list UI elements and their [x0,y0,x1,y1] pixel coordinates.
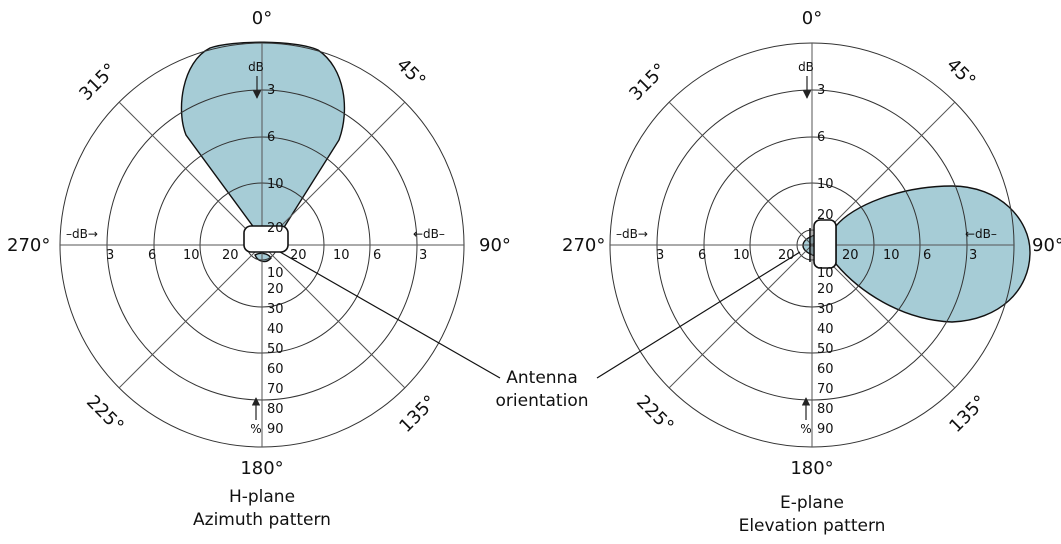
e-db-left-6: 6 [698,248,706,263]
h-db-right-10: 10 [333,248,350,263]
h-pct-80: 80 [267,402,284,417]
h-angle-225: 225° [82,391,128,437]
e-diagonal-45-225 [668,101,956,389]
e-pct-50: 50 [817,342,834,357]
h-db-top-6: 6 [267,130,275,145]
h-db-unit-right: ←dB– [413,227,445,241]
e-angle-45: 45° [942,54,979,91]
e-db-unit-top: dB [798,60,814,74]
e-pct-70: 70 [817,382,834,397]
h-db-top-10: 10 [267,177,284,192]
h-plane-title: H-plane [229,487,295,507]
h-db-right-20: 20 [290,248,307,263]
callout-line1: Antenna [506,368,578,388]
h-pct-unit: % [250,422,261,436]
e-pct-60: 60 [817,362,834,377]
h-angle-135: 135° [395,391,441,437]
e-pct-80: 80 [817,402,834,417]
h-db-unit-left: –dB→ [66,227,98,241]
h-db-right-3: 3 [419,248,427,263]
h-pct-30: 30 [267,302,284,317]
h-pct-90: 90 [267,422,284,437]
e-pct-10: 10 [817,266,834,281]
e-antenna-icon [813,219,837,269]
h-angle-180: 180° [240,458,283,479]
e-db-top-10: 10 [817,177,834,192]
h-pct-60: 60 [267,362,284,377]
h-plane-main-lobe [180,41,346,241]
e-db-right-6: 6 [923,248,931,263]
h-angle-0: 0° [252,8,272,29]
h-angle-270: 270° [7,235,50,256]
e-angle-135: 135° [945,391,991,437]
h-plane-chart: 0° 45° 90° 135° 180° 225° 270° 315° dB 3… [7,8,511,530]
e-plane-main-lobe [835,185,1031,323]
e-pct-30: 30 [817,302,834,317]
e-angle-90: 90° [1032,235,1061,256]
h-db-top-3: 3 [267,83,275,98]
e-angle-270: 270° [562,235,605,256]
e-db-right-20: 20 [842,248,859,263]
e-db-unit-right: ←dB– [965,227,997,241]
e-plane-title: E-plane [780,493,844,513]
h-db-unit-top: dB [248,60,264,74]
e-db-right-3: 3 [969,248,977,263]
h-db-right-6: 6 [373,248,381,263]
h-db-left-3: 3 [106,248,114,263]
e-db-top-6: 6 [817,130,825,145]
e-pct-40: 40 [817,322,834,337]
e-angle-225: 225° [632,391,678,437]
h-db-left-10: 10 [183,248,200,263]
e-db-right-10: 10 [883,248,900,263]
e-pct-unit: % [800,422,811,436]
e-angle-180: 180° [790,458,833,479]
h-angle-45: 45° [392,54,429,91]
e-pct-90: 90 [817,422,834,437]
h-pct-50: 50 [267,342,284,357]
e-db-left-20: 20 [778,248,795,263]
e-angle-0: 0° [802,8,822,29]
h-pct-10: 10 [267,266,284,281]
h-antenna-icon [243,225,289,253]
e-angle-315: 315° [625,59,671,105]
e-db-top-20: 20 [817,208,834,223]
e-db-unit-left: –dB→ [616,227,648,241]
callout-line2: orientation [496,391,589,411]
e-plane-subtitle: Elevation pattern [739,516,886,536]
callout-leader-right [596,251,801,379]
h-db-left-6: 6 [148,248,156,263]
e-pct-20: 20 [817,282,834,297]
h-pct-20: 20 [267,282,284,297]
h-angle-90: 90° [479,235,511,256]
e-db-left-3: 3 [656,248,664,263]
h-pct-70: 70 [267,382,284,397]
e-db-left-10: 10 [733,248,750,263]
antenna-orientation-callout: Antenna orientation [279,251,801,411]
h-angle-315: 315° [75,59,121,105]
e-db-top-3: 3 [817,83,825,98]
h-db-top-20: 20 [267,221,284,236]
e-plane-chart: 0° 45° 90° 135° 180° 225° 270° 315° dB 3… [562,8,1061,536]
h-plane-subtitle: Azimuth pattern [193,510,331,530]
callout-leader-left [279,251,501,379]
h-db-left-20: 20 [222,248,239,263]
h-pct-40: 40 [267,322,284,337]
